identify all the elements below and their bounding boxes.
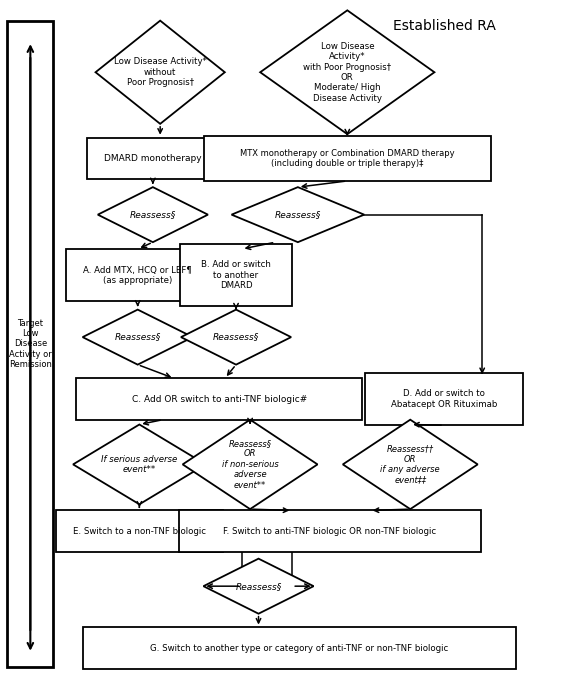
Polygon shape [98,187,208,242]
Polygon shape [203,559,314,614]
Polygon shape [183,420,318,509]
Text: Reassess§: Reassess§ [213,332,259,342]
Text: C. Add OR switch to anti-TNF biologic#: C. Add OR switch to anti-TNF biologic# [132,394,307,404]
Text: DMARD monotherapy: DMARD monotherapy [104,153,202,163]
Text: Established RA: Established RA [392,19,496,33]
Polygon shape [232,187,364,242]
Polygon shape [260,10,434,134]
FancyBboxPatch shape [7,21,53,667]
Text: Reassess§: Reassess§ [115,332,161,342]
Text: Low Disease
Activity*
with Poor Prognosis†
OR
Moderate/ High
Disease Activity: Low Disease Activity* with Poor Prognosi… [303,42,391,103]
Text: A. Add MTX, HCQ or LEF¶
(as appropriate): A. Add MTX, HCQ or LEF¶ (as appropriate) [83,266,192,285]
FancyBboxPatch shape [179,510,481,552]
FancyBboxPatch shape [76,378,362,420]
Text: E. Switch to a non-TNF biologic: E. Switch to a non-TNF biologic [73,526,206,536]
Text: Reassess§: Reassess§ [130,210,176,219]
FancyBboxPatch shape [365,373,523,425]
Polygon shape [83,310,193,365]
Text: D. Add or switch to
Abatacept OR Rituximab: D. Add or switch to Abatacept OR Rituxim… [391,389,497,409]
Polygon shape [181,310,291,365]
Text: Reassess††
OR
if any adverse
event‡‡: Reassess†† OR if any adverse event‡‡ [380,444,440,484]
FancyBboxPatch shape [180,244,292,306]
Text: G. Switch to another type or category of anti-TNF or non-TNF biologic: G. Switch to another type or category of… [151,643,448,653]
Text: MTX monotherapy or Combination DMARD therapy
(including double or triple therapy: MTX monotherapy or Combination DMARD the… [240,149,455,168]
Text: Target
Low
Disease
Activity or
Remission: Target Low Disease Activity or Remission [9,319,52,369]
Text: Low Disease Activity*
without
Poor Prognosis†: Low Disease Activity* without Poor Progn… [114,57,207,87]
FancyBboxPatch shape [66,249,210,301]
Polygon shape [96,21,225,124]
Text: Reassess§
OR
if non-serious
adverse
event**: Reassess§ OR if non-serious adverse even… [222,439,278,490]
Polygon shape [343,420,478,509]
Text: B. Add or switch
to another
DMARD: B. Add or switch to another DMARD [201,260,271,290]
Text: F. Switch to anti-TNF biologic OR non-TNF biologic: F. Switch to anti-TNF biologic OR non-TN… [223,526,437,536]
FancyBboxPatch shape [83,627,516,669]
FancyBboxPatch shape [87,138,219,179]
Polygon shape [73,424,206,504]
Text: Reassess§: Reassess§ [235,581,282,591]
FancyBboxPatch shape [56,510,223,552]
FancyBboxPatch shape [204,136,491,181]
Text: Reassess§: Reassess§ [275,210,321,219]
Text: If serious adverse
event**: If serious adverse event** [101,455,178,474]
